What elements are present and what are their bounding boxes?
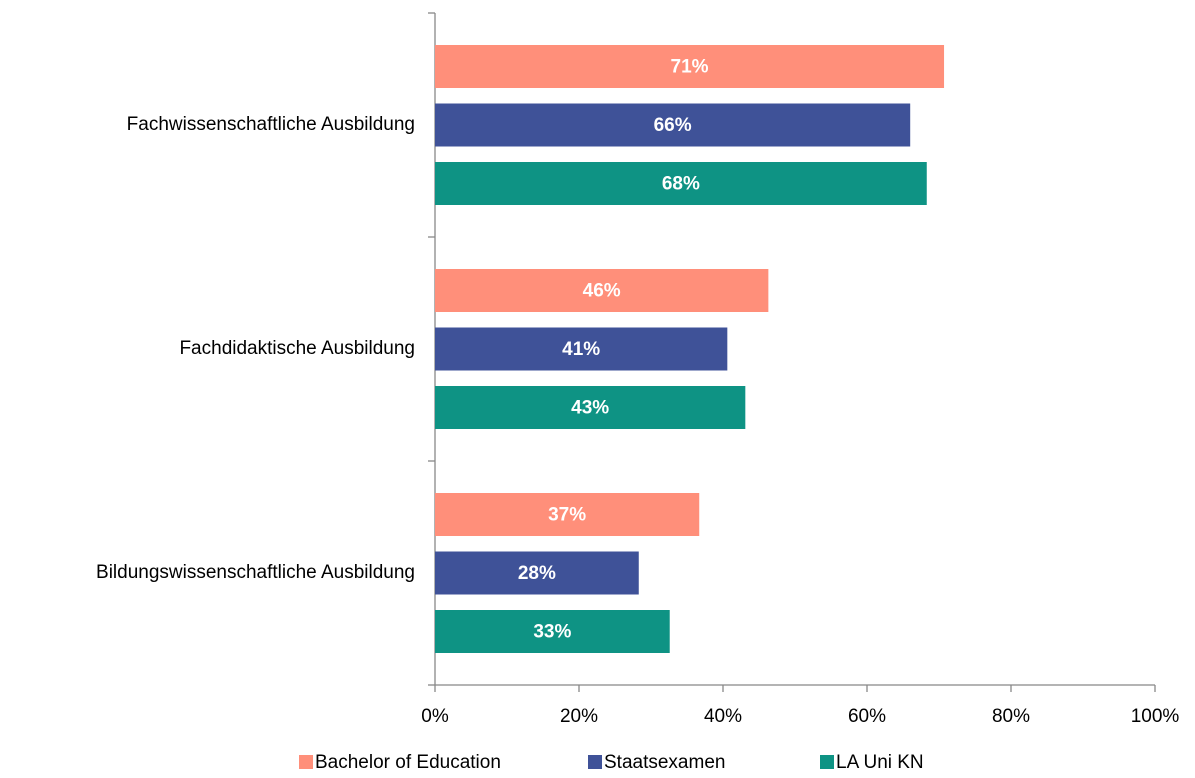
bar bbox=[435, 45, 945, 88]
bar bbox=[435, 493, 700, 536]
legend-swatch bbox=[820, 755, 834, 769]
category-label: Fachdidaktische Ausbildung bbox=[179, 338, 415, 359]
category-label: Fachwissenschaftliche Ausbildung bbox=[127, 114, 415, 135]
data-label: 71% bbox=[671, 57, 709, 78]
data-label: 41% bbox=[562, 339, 600, 360]
bar bbox=[435, 269, 769, 312]
category-label: Bildungswissenschaftliche Ausbildung bbox=[96, 562, 415, 583]
x-tick-label: 60% bbox=[848, 706, 886, 727]
bar bbox=[435, 610, 670, 653]
bar bbox=[435, 386, 746, 429]
bar bbox=[435, 162, 927, 205]
data-label: 68% bbox=[662, 174, 700, 195]
data-label: 33% bbox=[533, 622, 571, 643]
data-label: 66% bbox=[654, 115, 692, 136]
data-label: 37% bbox=[548, 505, 586, 526]
x-tick-label: 100% bbox=[1131, 706, 1180, 727]
legend-swatch bbox=[299, 755, 313, 769]
bar bbox=[435, 327, 728, 371]
x-tick-label: 20% bbox=[560, 706, 598, 727]
data-label: 46% bbox=[583, 281, 621, 302]
data-label: 28% bbox=[518, 563, 556, 584]
x-tick-label: 40% bbox=[704, 706, 742, 727]
data-label: 43% bbox=[571, 398, 609, 419]
legend-label: Bachelor of Education bbox=[315, 752, 501, 773]
x-tick-label: 0% bbox=[421, 706, 449, 727]
bar bbox=[435, 103, 911, 147]
legend-swatch bbox=[588, 755, 602, 769]
bar bbox=[435, 551, 639, 595]
legend-label: LA Uni KN bbox=[836, 752, 924, 773]
legend-label: Staatsexamen bbox=[604, 752, 725, 773]
x-tick-label: 80% bbox=[992, 706, 1030, 727]
